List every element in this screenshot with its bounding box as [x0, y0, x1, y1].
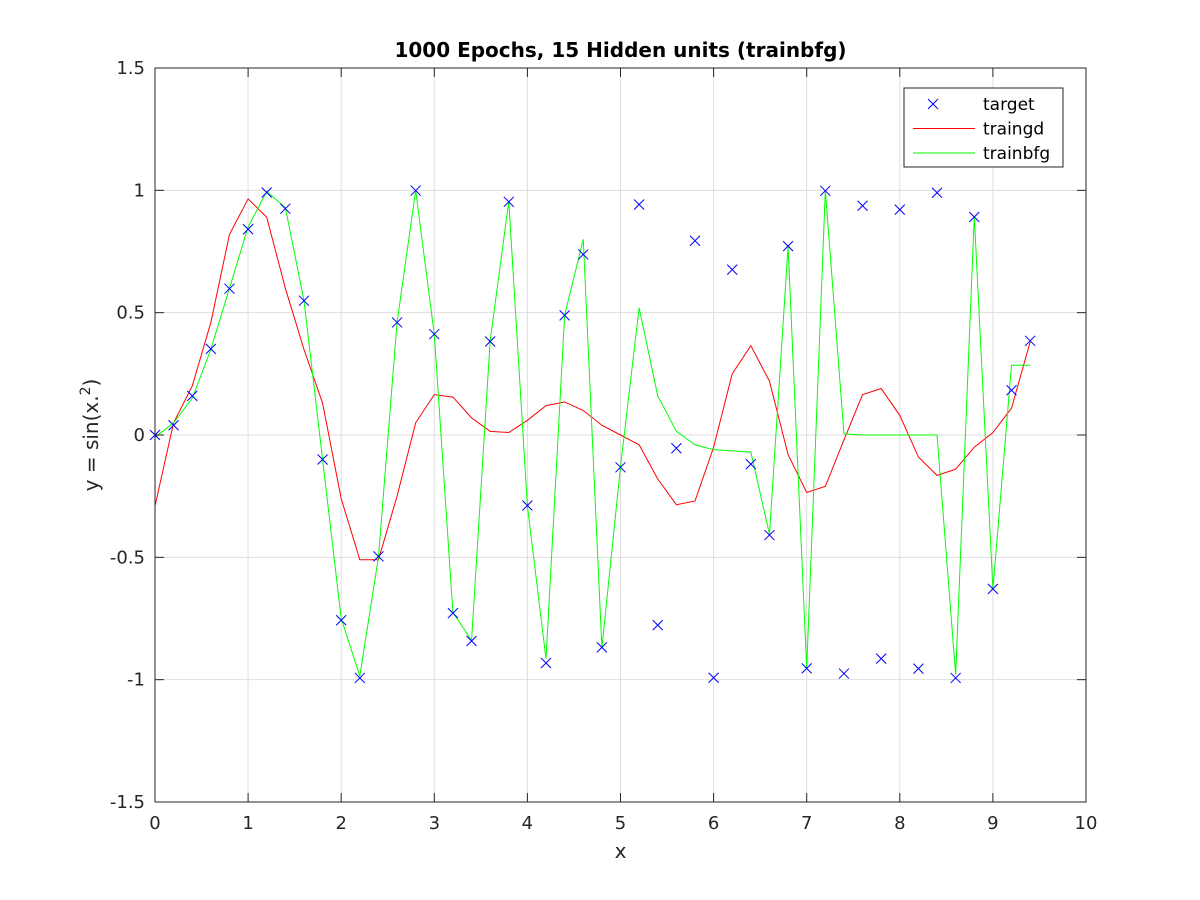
- x-tick-label: 10: [1075, 813, 1098, 834]
- data-point-target: [466, 635, 477, 647]
- data-point-target: [484, 336, 496, 347]
- data-point-target: [428, 328, 440, 340]
- data-point-target: [224, 283, 235, 295]
- data-point-target: [186, 390, 198, 402]
- data-point-target: [615, 461, 626, 473]
- x-tick-label: 5: [615, 813, 626, 834]
- data-point-target: [503, 196, 515, 208]
- data-point-target: [447, 607, 459, 619]
- data-point-target: [726, 264, 738, 275]
- data-point-target: [894, 204, 906, 216]
- y-axis-label: y = sin(x.2): [78, 379, 103, 492]
- x-tick-label: 9: [987, 813, 998, 834]
- data-point-target: [819, 185, 831, 197]
- series-traingd: [154, 198, 1031, 561]
- y-tick-label: 0: [134, 425, 145, 446]
- data-point-target: [652, 619, 664, 631]
- data-point-target: [987, 583, 999, 595]
- data-point-target: [857, 200, 868, 212]
- chart-title: 1000 Epochs, 15 Hidden units (trainbfg): [394, 38, 846, 62]
- y-tick-label: -1: [127, 670, 145, 691]
- series-target: [149, 185, 1036, 684]
- x-tick-label: 2: [335, 813, 346, 834]
- data-point-target: [633, 199, 645, 210]
- series-line-trainbfg: [154, 190, 1031, 677]
- legend-label-traingd: traingd: [983, 120, 1044, 140]
- data-point-target: [950, 672, 962, 684]
- x-tick-label: 7: [801, 813, 812, 834]
- data-point-target: [838, 668, 850, 679]
- legend-marker-target: [927, 98, 939, 110]
- legend-label-target: target: [983, 95, 1035, 115]
- y-tick-label: 1: [134, 180, 145, 201]
- ticks: 0 1 2 3 4 5 6 7 8 9 10 -1.5 -1 -0.5 0 0.5 1 1.5: [110, 58, 1098, 834]
- data-point-target: [410, 185, 422, 196]
- data-point-target: [354, 672, 366, 684]
- data-point-target: [708, 672, 719, 684]
- data-point-target: [671, 442, 682, 454]
- data-point-target: [689, 235, 701, 247]
- x-tick-label: 0: [149, 813, 160, 834]
- data-point-target: [242, 223, 254, 235]
- data-point-target: [317, 454, 328, 465]
- data-point-target: [577, 249, 589, 260]
- data-point-target: [931, 187, 943, 199]
- data-point-target: [913, 663, 924, 675]
- data-point-target: [205, 343, 217, 355]
- data-point-target: [261, 187, 273, 198]
- data-point-target: [540, 657, 552, 669]
- legend-item-target: target: [927, 95, 1035, 115]
- data-point-target: [596, 642, 608, 653]
- data-point-target: [1024, 335, 1036, 347]
- series-trainbfg: [154, 190, 1031, 677]
- x-tick-label: 3: [429, 813, 440, 834]
- data-point-target: [522, 500, 533, 511]
- data-point-target: [875, 653, 887, 664]
- data-point-target: [168, 419, 179, 431]
- y-tick-label: -1.5: [110, 792, 145, 813]
- data-point-target: [968, 211, 980, 223]
- series-line-traingd: [154, 198, 1031, 561]
- data-point-target: [335, 614, 347, 626]
- data-point-target: [764, 529, 775, 541]
- data-point-target: [279, 203, 291, 215]
- data-point-target: [782, 240, 794, 252]
- legend-item-trainbfg: trainbfg: [913, 144, 1050, 164]
- y-tick-label: -0.5: [110, 547, 145, 568]
- y-tick-label: 1.5: [116, 58, 145, 79]
- x-axis-label: x: [615, 839, 627, 863]
- legend-item-traingd: traingd: [913, 120, 1044, 140]
- data-point-target: [801, 663, 813, 674]
- data-point-target: [1006, 384, 1017, 396]
- data-point-target: [298, 295, 310, 307]
- y-tick-label: 0.5: [116, 303, 145, 324]
- data-point-target: [373, 551, 384, 562]
- data-point-target: [745, 458, 757, 470]
- data-point-target: [391, 317, 403, 328]
- series-layer: [149, 185, 1036, 684]
- data-point-target: [559, 310, 570, 321]
- x-tick-label: 4: [522, 813, 533, 834]
- x-tick-label: 8: [894, 813, 905, 834]
- x-tick-label: 6: [708, 813, 719, 834]
- legend-label-trainbfg: trainbfg: [983, 144, 1050, 164]
- x-tick-label: 1: [242, 813, 253, 834]
- legend: target traingd trainbfg: [903, 87, 1064, 168]
